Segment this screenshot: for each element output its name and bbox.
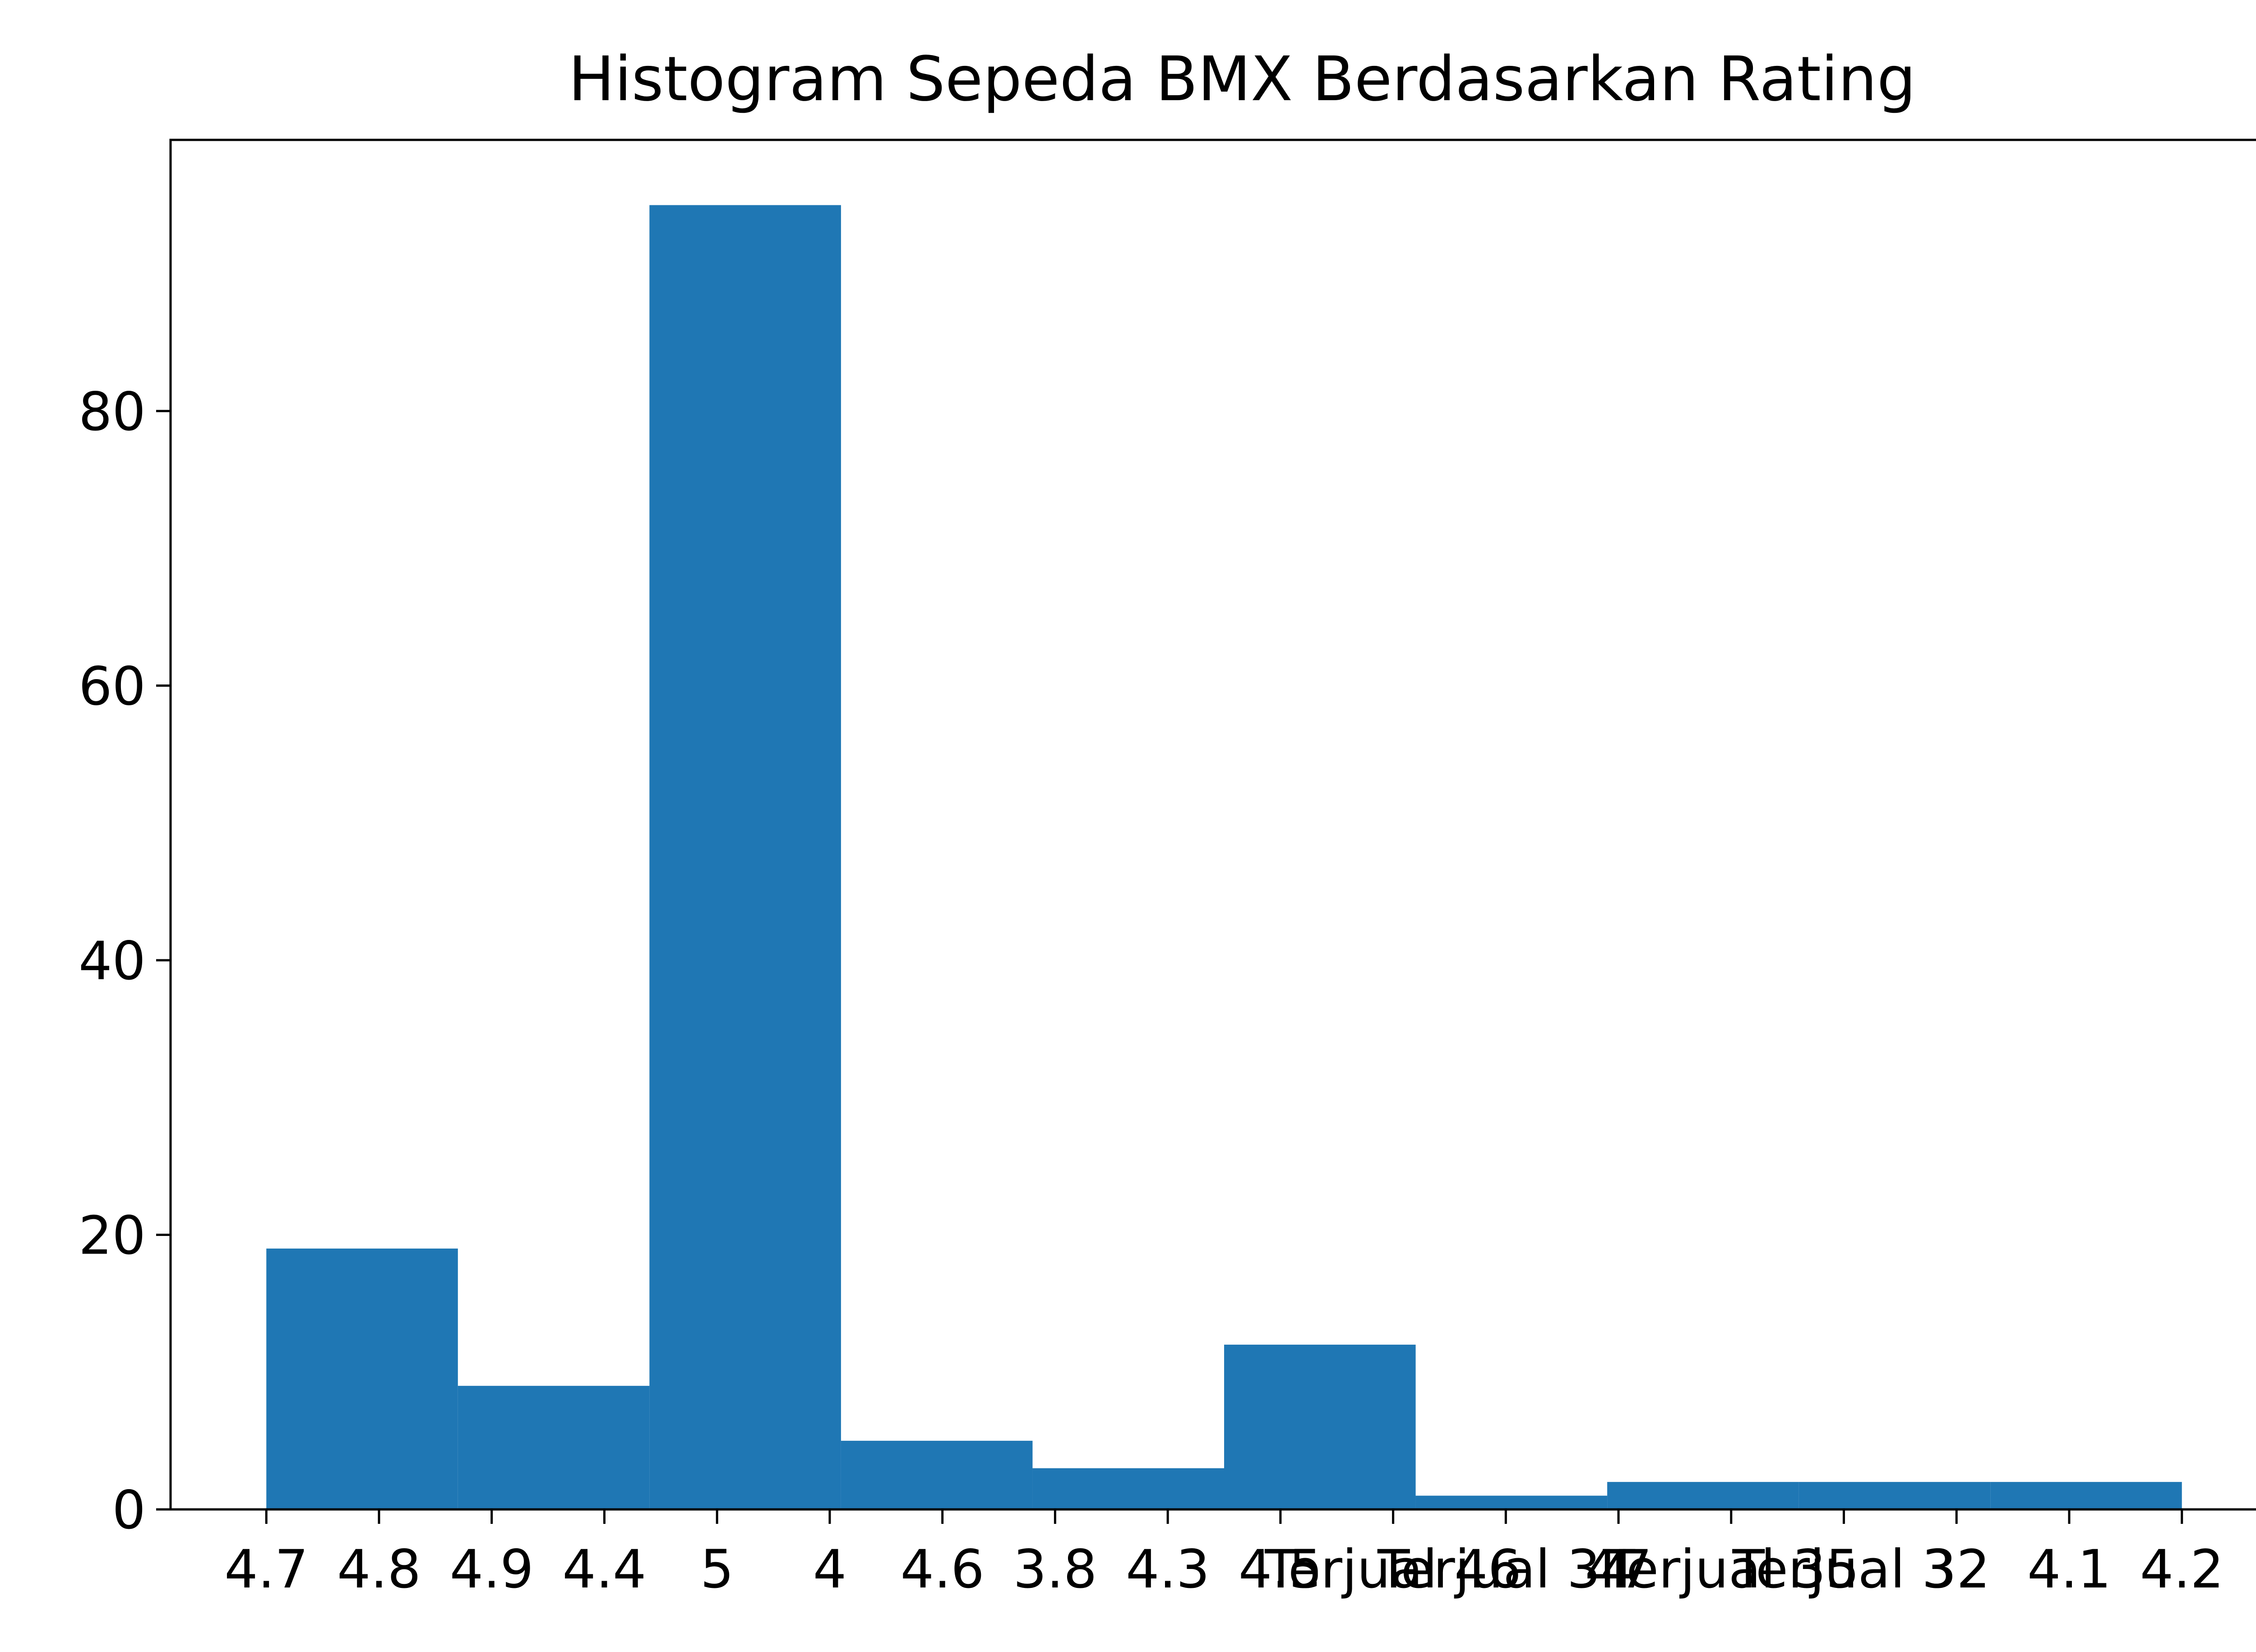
y-tick-label: 20 <box>79 1204 146 1266</box>
x-tick-label: 3.8 <box>1013 1538 1097 1600</box>
x-tick-label: 4.6 <box>901 1538 985 1600</box>
x-tick-label: 4.8 <box>337 1538 421 1600</box>
x-tick-label: 4.9 <box>450 1538 534 1600</box>
histogram-bar-8 <box>1607 1482 1799 1509</box>
y-tick-label: 40 <box>79 930 146 992</box>
y-tick-label: 80 <box>79 381 146 443</box>
histogram-bar-2 <box>458 1386 650 1509</box>
x-tick-label: 4.2 <box>2140 1538 2224 1600</box>
plot-frame <box>169 139 2256 1511</box>
x-tick-label: 47 <box>1585 1538 1652 1600</box>
y-tick-label: 60 <box>79 655 146 717</box>
x-tick-label: Terjual 3 <box>1732 1538 1955 1600</box>
x-tick-label: Terjual 34 <box>1377 1538 1634 1600</box>
x-tick-label: 4 <box>813 1538 846 1600</box>
histogram-bar-6 <box>1224 1344 1416 1509</box>
histogram-bar-5 <box>1032 1468 1224 1509</box>
x-tick-label: 4.1 <box>2027 1538 2111 1600</box>
bars-group <box>266 205 2182 1509</box>
y-tick-label: 0 <box>112 1479 146 1541</box>
histogram-bar-1 <box>266 1248 458 1509</box>
x-tick-label: 32 <box>1923 1538 1990 1600</box>
x-tick-label: 4.3 <box>1126 1538 1210 1600</box>
x-tick-label: 4.5 <box>1239 1538 1322 1600</box>
histogram-bar-10 <box>1990 1482 2182 1509</box>
histogram-bar-9 <box>1798 1482 1991 1509</box>
y-axis: 0 20 40 60 80 <box>79 381 171 1541</box>
x-tick-label: 4.7 <box>224 1538 308 1600</box>
x-tick-label: Terjual 46 <box>1264 1538 1521 1600</box>
histogram-bar-3 <box>649 205 841 1509</box>
histogram-bar-4 <box>841 1440 1033 1509</box>
histogram-bar-7 <box>1415 1495 1608 1509</box>
x-tick-label: Terjual 35 <box>1602 1538 1859 1600</box>
x-tick-label: 4.4 <box>562 1538 646 1600</box>
chart-title: Histogram Sepeda BMX Berdasarkan Rating <box>569 44 1916 115</box>
x-tick-label: 5 <box>700 1538 734 1600</box>
